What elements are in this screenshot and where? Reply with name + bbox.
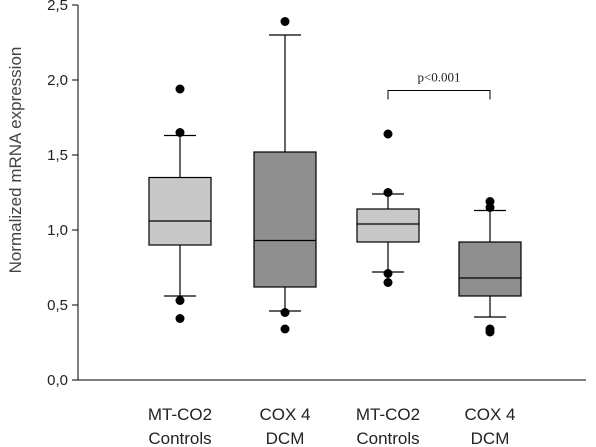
outlier-point [383,278,393,287]
bracket-line [387,90,491,100]
outlier-point [175,84,185,94]
category-label-group: Controls [148,429,211,447]
outlier-point [175,128,185,137]
outlier-point [383,129,393,139]
y-tick-label: 0,0 [47,372,68,389]
outlier-point [175,296,185,305]
boxes [148,17,522,337]
outlier-point [383,269,393,278]
outlier-point [175,314,185,323]
category-label-group: DCM [471,429,510,447]
box-group [458,197,522,337]
annotations: p<0.001 [387,70,491,100]
category-label-gene: MT-CO2 [148,405,212,424]
box-iqr [148,176,212,246]
box-group [148,84,212,323]
axes: 0,0 0,5 1,0 1,5 2,0 2,5 MT-CO2 Controls COX 4 DCM… [47,0,586,447]
box-iqr [356,208,420,243]
category-label-group: DCM [266,429,305,447]
y-axis-label: Normalized mRNA expression [6,47,25,274]
outlier-point [280,17,290,26]
category-label-gene: COX 4 [259,405,310,424]
outlier-point [383,188,393,197]
y-tick-label: 1,5 [47,147,68,164]
box-iqr [458,241,522,297]
y-tick-label: 2,0 [47,72,68,89]
outlier-point [485,324,495,334]
y-tick-label: 0,5 [47,297,68,314]
y-tick-label: 1,0 [47,222,68,239]
box-group [253,17,317,334]
category-label-group: Controls [356,429,419,447]
box-iqr [253,151,317,288]
category-label-gene: MT-CO2 [356,405,420,424]
category-label-gene: COX 4 [464,405,515,424]
outlier-point [280,324,290,334]
box-group [356,129,420,287]
y-tick-label: 2,5 [47,0,68,14]
outlier-point [485,197,495,206]
outlier-point [280,308,290,317]
p-value-label: p<0.001 [417,70,460,85]
significance-bracket: p<0.001 [387,70,491,100]
